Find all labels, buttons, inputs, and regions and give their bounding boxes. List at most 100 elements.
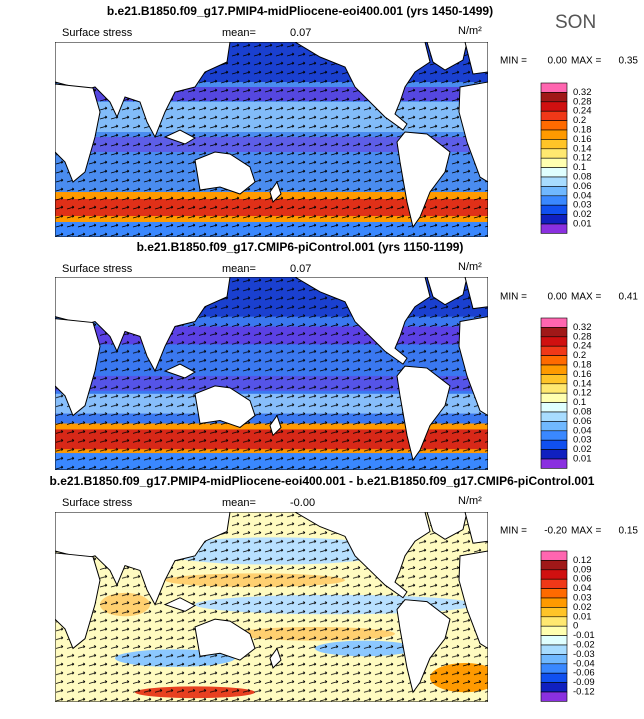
min-label: MIN =	[500, 292, 527, 303]
colorbar-label: 0.2	[573, 115, 586, 126]
colorbar-label: 0.16	[573, 134, 592, 145]
colorbar-label: 0.04	[573, 425, 592, 436]
colorbar-box	[540, 195, 568, 206]
colorbar-box	[540, 204, 568, 215]
colorbar-box	[540, 569, 568, 580]
map	[55, 42, 488, 237]
map	[55, 512, 488, 702]
colorbar-label: 0.06	[573, 181, 592, 192]
colorbar-label: 0.18	[573, 360, 592, 371]
colorbar-label: 0.02	[573, 602, 592, 613]
mean-label: mean=	[222, 263, 256, 275]
unit: N/m²	[458, 495, 482, 507]
colorbar-box	[540, 364, 568, 375]
colorbar-label: 0.06	[573, 416, 592, 427]
colorbar-label: 0.01	[573, 611, 592, 622]
colorbar-box	[540, 550, 568, 561]
colorbar-label: -0.03	[573, 649, 595, 660]
max-label: MAX =	[571, 56, 601, 67]
colorbar-box	[540, 383, 568, 394]
colorbar-label: 0.03	[573, 200, 592, 211]
colorbar-label: 0.14	[573, 378, 592, 389]
colorbar-box	[540, 402, 568, 413]
colorbar-label: 0.03	[573, 435, 592, 446]
colorbar-box	[540, 635, 568, 646]
mean-value: -0.00	[290, 497, 315, 509]
map	[55, 277, 488, 470]
colorbar-box	[540, 560, 568, 571]
colorbar-label: -0.09	[573, 677, 595, 688]
colorbar-label: 0.08	[573, 172, 592, 183]
colorbar-box	[540, 597, 568, 608]
colorbar-label: 0.04	[573, 583, 592, 594]
colorbar-label: 0.12	[573, 153, 592, 164]
colorbar-label: 0.09	[573, 564, 592, 575]
colorbar-box	[540, 411, 568, 422]
colorbar-box	[540, 336, 568, 347]
colorbar-label: 0.28	[573, 331, 592, 342]
colorbar-label: 0.32	[573, 322, 592, 333]
colorbar-box	[540, 345, 568, 356]
max-value: 0.35	[619, 56, 639, 67]
colorbar-label: -0.04	[573, 658, 595, 669]
colorbar-box	[540, 588, 568, 599]
colorbar-box	[540, 327, 568, 338]
colorbar-label: 0.06	[573, 574, 592, 585]
colorbar-label: 0.03	[573, 593, 592, 604]
colorbar-box	[540, 223, 568, 234]
colorbar-box	[540, 167, 568, 178]
colorbar-label: 0.24	[573, 106, 592, 117]
colorbar-box	[540, 607, 568, 618]
colorbar-box	[540, 458, 568, 469]
unit: N/m²	[458, 261, 482, 273]
colorbar-label: 0.14	[573, 143, 592, 154]
colorbar-label: 0.28	[573, 96, 592, 107]
colorbar-label: 0	[573, 621, 578, 632]
colorbar-label: 0.08	[573, 407, 592, 418]
colorbar-box	[540, 392, 568, 403]
colorbar-label: -0.12	[573, 687, 595, 698]
colorbar-label: 0.32	[573, 87, 592, 98]
colorbar-label: 0.24	[573, 341, 592, 352]
panel-title: b.e21.B1850.f09_g17.PMIP4-midPliocene-eo…	[50, 474, 595, 488]
colorbar-box	[540, 439, 568, 450]
colorbar-box	[540, 148, 568, 159]
colorbar-box	[540, 672, 568, 683]
colorbar-label: 0.2	[573, 350, 586, 361]
max-label: MAX =	[571, 292, 601, 303]
mean-value: 0.07	[290, 27, 311, 39]
colorbar-box	[540, 449, 568, 460]
colorbar-box	[540, 214, 568, 225]
colorbar-box	[540, 129, 568, 140]
max-value: 0.15	[619, 526, 639, 537]
colorbar-box	[540, 682, 568, 693]
colorbar-box	[540, 430, 568, 441]
colorbar-box	[540, 663, 568, 674]
colorbar-label: -0.06	[573, 668, 595, 679]
colorbar-box	[540, 644, 568, 655]
colorbar-label: 0.1	[573, 397, 586, 408]
colorbar-label: 0.18	[573, 125, 592, 136]
panel-title: b.e21.B1850.f09_g17.CMIP6-piControl.001 …	[137, 240, 464, 254]
min-label: MIN =	[500, 526, 527, 537]
colorbar-label: 0.01	[573, 454, 592, 465]
colorbar-label: -0.02	[573, 640, 595, 651]
field-label: Surface stress	[62, 263, 133, 275]
colorbar-box	[540, 176, 568, 187]
colorbar-box	[540, 691, 568, 702]
panel-title: b.e21.B1850.f09_g17.PMIP4-midPliocene-eo…	[107, 4, 493, 18]
colorbar-box	[540, 616, 568, 627]
colorbar-box	[540, 139, 568, 150]
colorbar-box	[540, 120, 568, 131]
colorbar-label: 0.02	[573, 444, 592, 455]
colorbar-box	[540, 578, 568, 589]
colorbar-label: 0.12	[573, 388, 592, 399]
colorbar-label: 0.12	[573, 555, 592, 566]
colorbar-box	[540, 317, 568, 328]
colorbar-box	[540, 82, 568, 93]
season: SON	[555, 12, 596, 33]
colorbar-label: 0.02	[573, 209, 592, 220]
field-label: Surface stress	[62, 497, 133, 509]
colorbar-box	[540, 421, 568, 432]
max-label: MAX =	[571, 526, 601, 537]
